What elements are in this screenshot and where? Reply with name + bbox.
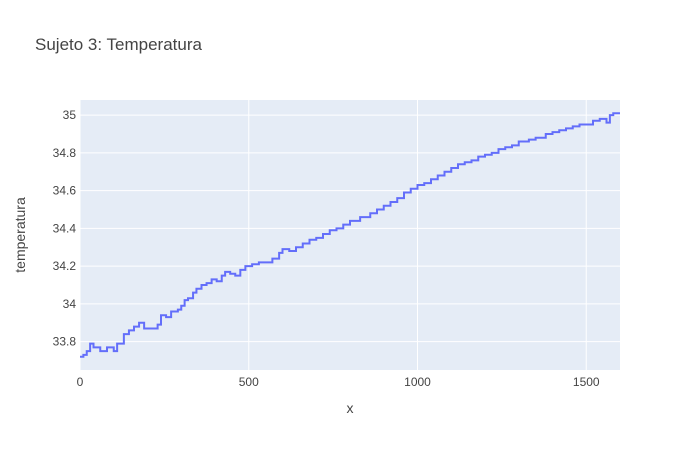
- x-tick-label: 500: [239, 375, 259, 389]
- y-axis-ticks: 33.8 34 34.2 34.4 34.6 34.8 35: [53, 108, 77, 349]
- y-tick-label: 34.2: [53, 259, 77, 273]
- y-tick-label: 34: [63, 297, 77, 311]
- x-tick-label: 1500: [573, 375, 600, 389]
- chart-title: Sujeto 3: Temperatura: [35, 35, 202, 54]
- y-tick-label: 34.8: [53, 146, 77, 160]
- x-tick-label: 1000: [404, 375, 431, 389]
- y-tick-label: 33.8: [53, 335, 77, 349]
- x-axis-title: x: [347, 400, 354, 416]
- series-line-temperatura: [80, 112, 620, 358]
- x-axis-ticks: 0 500 1000 1500: [77, 375, 600, 389]
- plot-area: [80, 100, 620, 370]
- y-tick-label: 34.4: [53, 221, 77, 235]
- y-tick-label: 34.6: [53, 184, 77, 198]
- y-tick-label: 35: [63, 108, 77, 122]
- gridlines: [79, 100, 620, 370]
- x-tick-label: 0: [77, 375, 84, 389]
- y-axis-title: temperatura: [12, 197, 28, 273]
